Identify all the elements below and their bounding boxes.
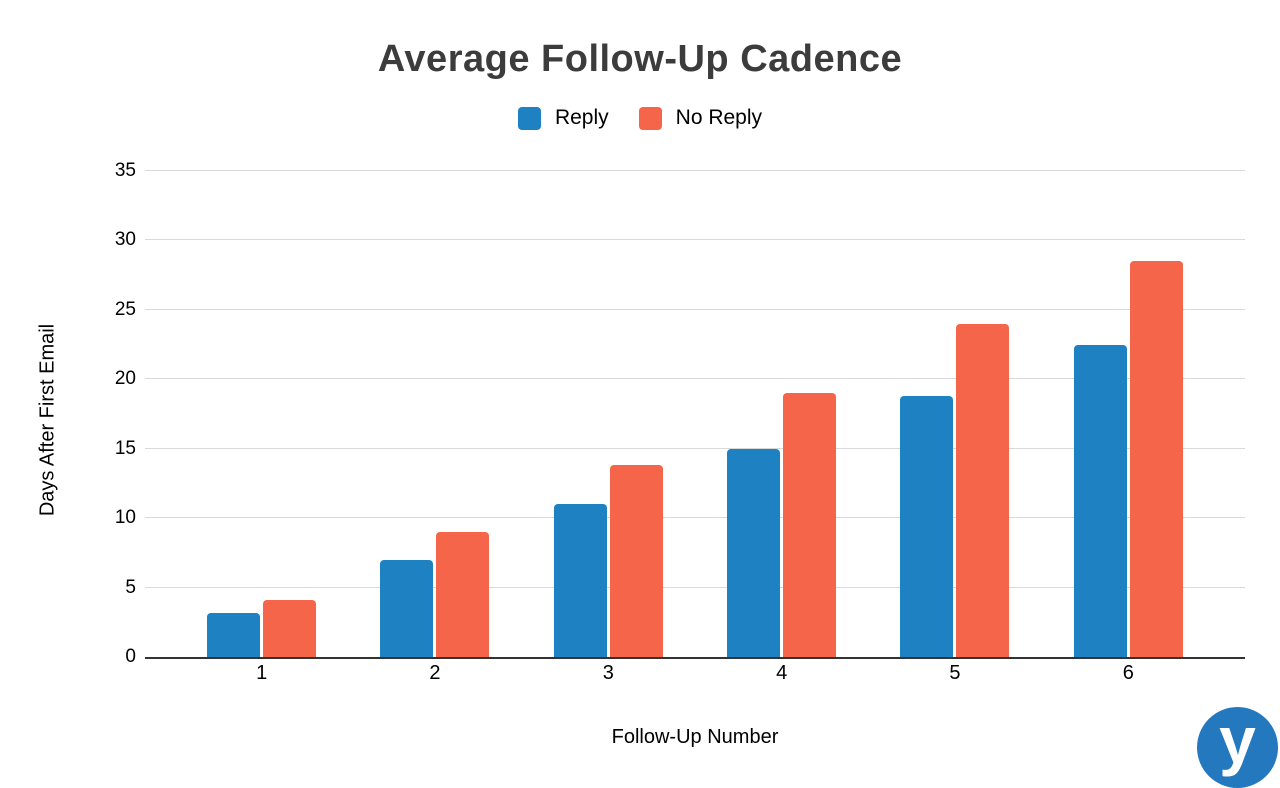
- bar-no-reply-2: [436, 532, 490, 657]
- y-tick-label-15: 15: [114, 437, 136, 459]
- y-tick-labels: 0 5 10 15 20 25 30 35: [0, 160, 136, 667]
- legend-item-no-reply: No Reply: [638, 106, 763, 130]
- y-tick-label-0: 0: [125, 646, 136, 667]
- bar-reply-4: [727, 449, 781, 657]
- bar-reply-2: [380, 560, 434, 657]
- x-tick-label-1: 1: [256, 662, 268, 684]
- gridline-10: [145, 517, 1245, 519]
- gridline-15: [145, 447, 1245, 449]
- bar-no-reply-4: [783, 393, 837, 657]
- legend-item-reply: Reply: [517, 106, 609, 130]
- bar-group-6: [1042, 171, 1215, 657]
- bar-group-4: [695, 171, 868, 657]
- y-tick-label-10: 10: [114, 507, 136, 529]
- y-tick-label-30: 30: [114, 229, 136, 251]
- bar-reply-3: [553, 504, 607, 657]
- bar-reply-1: [207, 613, 261, 657]
- bar-group-1: [175, 171, 348, 657]
- x-axis-title: Follow-Up Number: [611, 726, 779, 748]
- legend-swatch-no-reply: [638, 106, 662, 130]
- x-tick-labels: 1 2 3 4 5 6: [175, 662, 1215, 685]
- bar-no-reply-1: [263, 600, 317, 657]
- gridline-5: [145, 586, 1245, 588]
- y-tick-label-20: 20: [114, 368, 136, 390]
- bar-groups: [145, 171, 1245, 657]
- gridline-30: [145, 239, 1245, 241]
- bar-no-reply-6: [1129, 261, 1183, 657]
- yesware-logo-letter: y: [1219, 707, 1256, 777]
- gridline-20: [145, 378, 1245, 380]
- x-tick-label-3: 3: [602, 662, 614, 684]
- y-tick-label-25: 25: [114, 298, 136, 320]
- plot-area: [145, 170, 1245, 659]
- x-tick-label-6: 6: [1122, 662, 1134, 684]
- gridline-35: [145, 170, 1245, 171]
- x-tick-label-2: 2: [429, 662, 441, 684]
- y-tick-label-5: 5: [125, 576, 136, 598]
- chart-title: Average Follow-Up Cadence: [377, 38, 903, 80]
- bar-no-reply-3: [609, 465, 663, 657]
- legend-swatch-reply: [517, 106, 541, 130]
- legend-label-no-reply: No Reply: [675, 106, 763, 129]
- gridline-25: [145, 308, 1245, 310]
- bar-group-2: [348, 171, 521, 657]
- bar-group-5: [868, 171, 1041, 657]
- legend-label-reply: Reply: [554, 106, 609, 129]
- bar-no-reply-5: [956, 324, 1010, 657]
- bar-reply-5: [900, 396, 954, 657]
- bar-group-3: [522, 171, 695, 657]
- y-tick-label-35: 35: [114, 160, 136, 181]
- x-tick-label-5: 5: [949, 662, 961, 684]
- legend: Reply No Reply: [0, 106, 1280, 130]
- bar-reply-6: [1073, 345, 1127, 657]
- yesware-logo: y: [1197, 707, 1278, 788]
- x-tick-label-4: 4: [776, 662, 788, 684]
